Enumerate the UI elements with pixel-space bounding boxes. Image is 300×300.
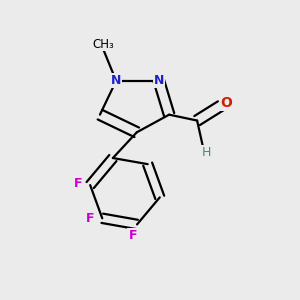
Text: N: N	[154, 74, 164, 87]
Text: F: F	[128, 229, 137, 242]
Text: CH₃: CH₃	[92, 38, 114, 50]
Text: F: F	[74, 177, 82, 190]
Text: N: N	[111, 74, 121, 87]
Text: O: O	[220, 96, 232, 110]
Text: F: F	[85, 212, 94, 225]
Text: H: H	[201, 146, 211, 159]
